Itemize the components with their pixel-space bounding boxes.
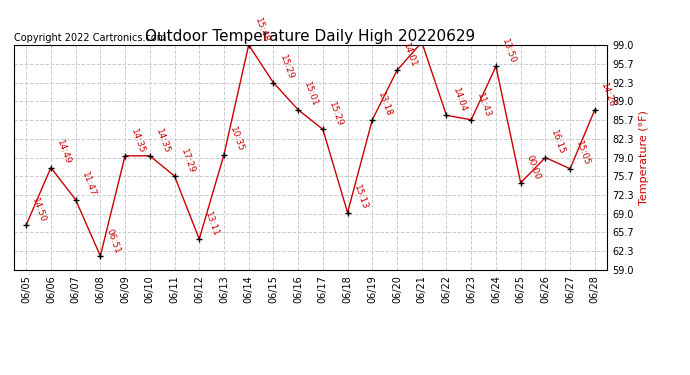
Text: 15:05: 15:05 [574, 140, 591, 167]
Text: 13:11: 13:11 [204, 210, 221, 238]
Text: 16:15: 16:15 [549, 129, 567, 156]
Text: 14:04: 14:04 [451, 87, 468, 114]
Text: 14:35: 14:35 [129, 127, 146, 154]
Text: 10:35: 10:35 [228, 126, 246, 153]
Text: 14:26: 14:26 [599, 81, 616, 108]
Text: 17:29: 17:29 [179, 147, 196, 175]
Text: 11:43: 11:43 [475, 91, 493, 118]
Text: 06:51: 06:51 [104, 227, 122, 255]
Text: 13:18: 13:18 [377, 91, 394, 118]
Text: 15:13: 15:13 [352, 184, 369, 211]
Text: Copyright 2022 Cartronics.com: Copyright 2022 Cartronics.com [14, 33, 166, 43]
Text: 14:49: 14:49 [55, 139, 72, 166]
Title: Outdoor Temperature Daily High 20220629: Outdoor Temperature Daily High 20220629 [146, 29, 475, 44]
Text: 15:29: 15:29 [277, 54, 295, 81]
Text: 15:29: 15:29 [327, 101, 344, 128]
Text: 14:50: 14:50 [30, 196, 48, 223]
Text: 00:00: 00:00 [525, 154, 542, 182]
Text: 11:47: 11:47 [80, 171, 97, 198]
Text: 14:01: 14:01 [401, 42, 418, 69]
Text: 17:08: 17:08 [0, 374, 1, 375]
Text: 13:50: 13:50 [500, 38, 518, 65]
Text: 15:01: 15:01 [302, 81, 319, 108]
Text: 15:48: 15:48 [253, 16, 270, 44]
Text: 14:35: 14:35 [154, 127, 171, 154]
Y-axis label: Temperature (°F): Temperature (°F) [640, 110, 649, 205]
